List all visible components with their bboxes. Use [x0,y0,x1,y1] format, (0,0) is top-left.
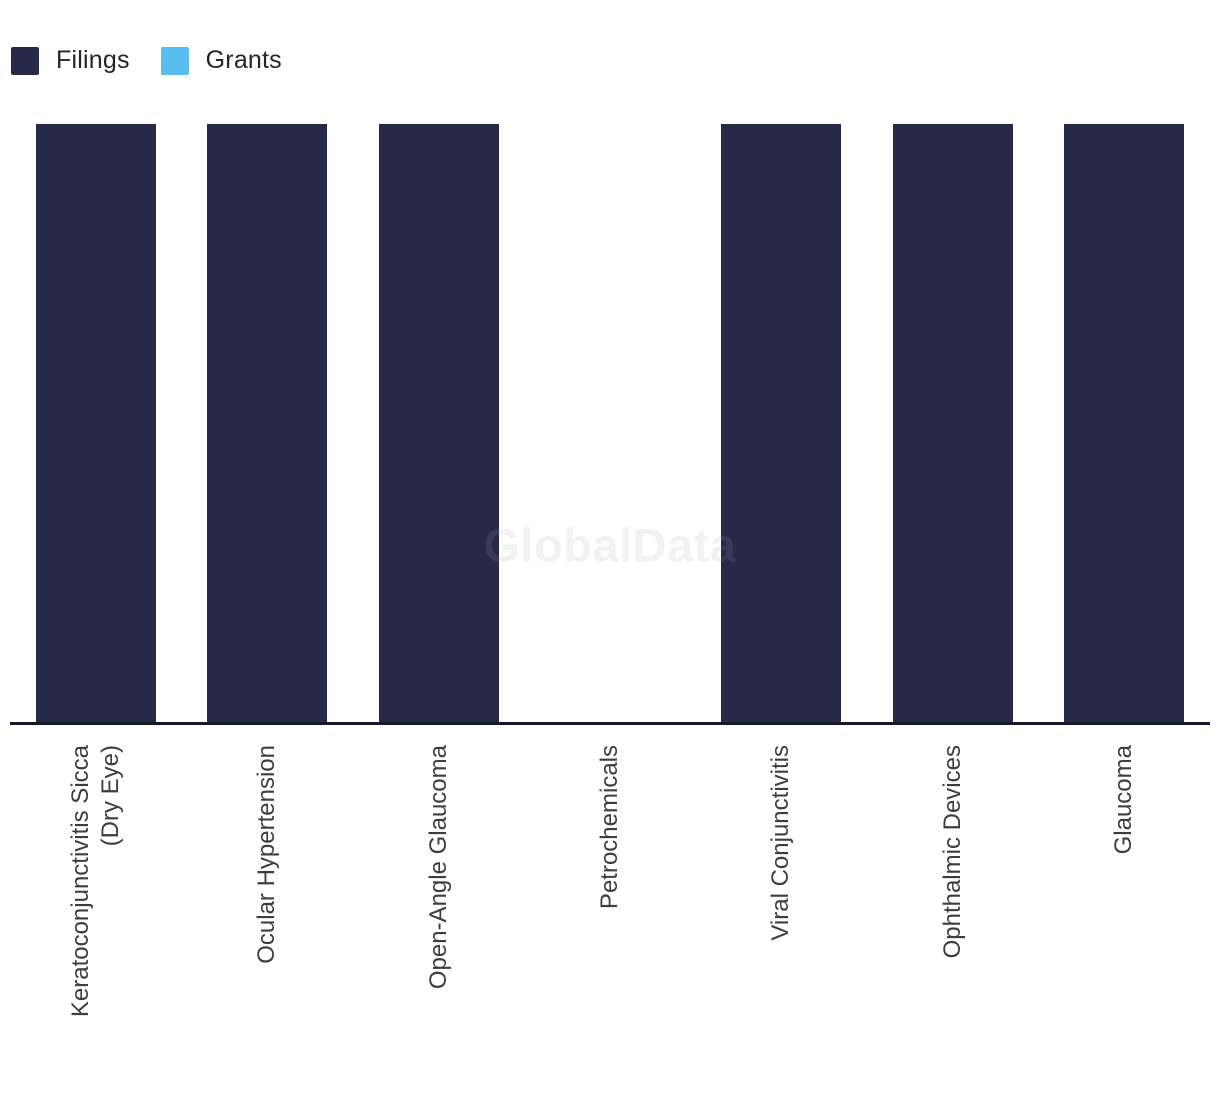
category-slot [1039,124,1210,722]
bar-filings[interactable] [35,124,156,722]
x-axis-line [10,722,1210,725]
bar-filings[interactable] [892,124,1013,722]
bar-filings[interactable] [207,124,328,722]
label-slot: Keratoconjunctivitis Sicca (Dry Eye) [10,725,181,1065]
bar-filings[interactable] [721,124,842,722]
x-axis-label: Glaucoma [1110,745,1138,855]
legend-item-filings[interactable]: Filings [11,46,130,75]
category-slot [524,124,695,722]
category-slot [867,124,1038,722]
filings-swatch-icon [11,46,39,75]
label-slot: Glaucoma [1039,725,1210,1065]
label-slot: Petrochemicals [524,725,695,1065]
legend-label-grants: Grants [205,46,282,74]
x-axis-label: Open-Angle Glaucoma [424,745,452,990]
x-axis-labels: Keratoconjunctivitis Sicca (Dry Eye) Ocul… [10,725,1210,1065]
legend: Filings Grants [11,46,282,75]
label-slot: Ocular Hypertension [181,725,352,1065]
category-slot [353,124,524,722]
label-slot: Ophthalmic Devices [867,725,1038,1065]
x-axis-label: Viral Conjunctivitis [767,745,795,941]
label-slot: Viral Conjunctivitis [696,725,867,1065]
category-slot [181,124,352,722]
category-slot [10,124,181,722]
x-axis-label: Ocular Hypertension [253,745,281,964]
x-axis-label: Petrochemicals [595,745,623,910]
legend-item-grants[interactable]: Grants [160,46,282,75]
grants-swatch-icon [160,46,189,75]
category-slot [696,124,867,722]
x-axis-label: Ophthalmic Devices [938,745,966,959]
bar-filings[interactable] [378,124,499,722]
bar-filings[interactable] [1064,124,1185,722]
x-axis-label: Keratoconjunctivitis Sicca (Dry Eye) [66,745,124,1018]
plot-area [10,124,1210,722]
legend-label-filings: Filings [56,46,130,74]
label-slot: Open-Angle Glaucoma [353,725,524,1065]
